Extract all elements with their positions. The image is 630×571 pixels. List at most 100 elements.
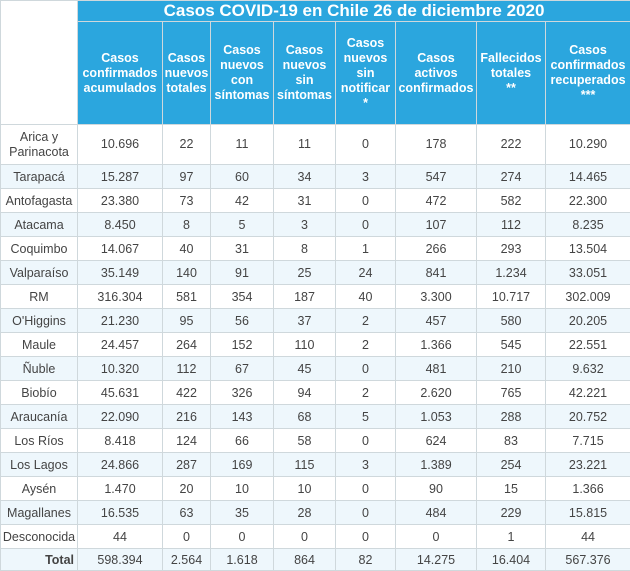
value-cell: 25: [273, 260, 336, 285]
value-cell: 68: [273, 404, 336, 429]
value-cell: 143: [210, 404, 274, 429]
value-cell: 56: [210, 308, 274, 333]
value-cell: 11: [210, 124, 274, 165]
value-cell: 3: [273, 212, 336, 237]
value-cell: 42: [210, 188, 274, 213]
value-cell: 112: [162, 356, 211, 381]
value-cell: 266: [395, 236, 477, 261]
value-cell: 0: [335, 212, 396, 237]
value-cell: 0: [335, 428, 396, 453]
table-row: Araucanía 22.090 216 143 68 5 1.053 288 20.752: [0, 404, 630, 429]
value-cell: 326: [210, 380, 274, 405]
region-cell: O'Higgins: [0, 308, 78, 333]
region-cell: Los Ríos: [0, 428, 78, 453]
column-header: Casos nuevos totales: [162, 21, 211, 125]
value-cell: 624: [395, 428, 477, 453]
column-header: Casos confirmados recuperados ***: [544, 21, 630, 125]
value-cell: 5: [335, 404, 396, 429]
table-row: Maule 24.457 264 152 110 2 1.366 545 22.551: [0, 332, 630, 357]
value-cell: 24: [335, 260, 396, 285]
total-cell: 82: [335, 548, 396, 571]
value-cell: 23.221: [544, 452, 630, 477]
value-cell: 254: [476, 452, 546, 477]
region-cell: Los Lagos: [0, 452, 78, 477]
table-row: Biobío 45.631 422 326 94 2 2.620 765 42.221: [0, 380, 630, 405]
value-cell: 841: [395, 260, 477, 285]
value-cell: 44: [77, 524, 163, 549]
value-cell: 20.752: [544, 404, 630, 429]
value-cell: 484: [395, 500, 477, 525]
value-cell: 67: [210, 356, 274, 381]
region-cell: Ñuble: [0, 356, 78, 381]
value-cell: 10.320: [77, 356, 163, 381]
value-cell: 457: [395, 308, 477, 333]
region-cell: Valparaíso: [0, 260, 78, 285]
value-cell: 0: [335, 356, 396, 381]
value-cell: 10: [210, 476, 274, 501]
value-cell: 0: [335, 524, 396, 549]
value-cell: 22.300: [544, 188, 630, 213]
value-cell: 10.717: [476, 284, 546, 309]
total-cell: 14.275: [395, 548, 477, 571]
value-cell: 31: [273, 188, 336, 213]
value-cell: 1.470: [77, 476, 163, 501]
region-cell: Biobío: [0, 380, 78, 405]
region-cell: Maule: [0, 332, 78, 357]
table-row: Aysén 1.470 20 10 10 0 90 15 1.366: [0, 476, 630, 501]
value-cell: 34: [273, 164, 336, 189]
value-cell: 33.051: [544, 260, 630, 285]
value-cell: 288: [476, 404, 546, 429]
total-cell: 598.394: [77, 548, 163, 571]
value-cell: 66: [210, 428, 274, 453]
value-cell: 15: [476, 476, 546, 501]
table-row: Ñuble 10.320 112 67 45 0 481 210 9.632: [0, 356, 630, 381]
value-cell: 140: [162, 260, 211, 285]
value-cell: 187: [273, 284, 336, 309]
value-cell: 24.457: [77, 332, 163, 357]
table-row: Antofagasta 23.380 73 42 31 0 472 582 22.300: [0, 188, 630, 213]
column-header: Casos nuevos con síntomas: [210, 21, 274, 125]
value-cell: 169: [210, 452, 274, 477]
value-cell: 545: [476, 332, 546, 357]
value-cell: 0: [395, 524, 477, 549]
value-cell: 2.620: [395, 380, 477, 405]
table-row: O'Higgins 21.230 95 56 37 2 457 580 20.205: [0, 308, 630, 333]
value-cell: 0: [335, 476, 396, 501]
table-row: Los Ríos 8.418 124 66 58 0 624 83 7.715: [0, 428, 630, 453]
value-cell: 293: [476, 236, 546, 261]
value-cell: 94: [273, 380, 336, 405]
value-cell: 8.450: [77, 212, 163, 237]
table-row: Atacama 8.450 8 5 3 0 107 112 8.235: [0, 212, 630, 237]
value-cell: 481: [395, 356, 477, 381]
value-cell: 83: [476, 428, 546, 453]
value-cell: 580: [476, 308, 546, 333]
value-cell: 90: [395, 476, 477, 501]
value-cell: 222: [476, 124, 546, 165]
value-cell: 9.632: [544, 356, 630, 381]
value-cell: 0: [273, 524, 336, 549]
value-cell: 14.067: [77, 236, 163, 261]
region-cell: Magallanes: [0, 500, 78, 525]
value-cell: 11: [273, 124, 336, 165]
value-cell: 97: [162, 164, 211, 189]
value-cell: 3: [335, 452, 396, 477]
value-cell: 45: [273, 356, 336, 381]
region-cell: RM: [0, 284, 78, 309]
table-row: Desconocida 44 0 0 0 0 0 1 44: [0, 524, 630, 549]
table-row: Magallanes 16.535 63 35 28 0 484 229 15.815: [0, 500, 630, 525]
value-cell: 178: [395, 124, 477, 165]
table-row: Coquimbo 14.067 40 31 8 1 266 293 13.504: [0, 236, 630, 261]
value-cell: 1.053: [395, 404, 477, 429]
value-cell: 107: [395, 212, 477, 237]
value-cell: 24.866: [77, 452, 163, 477]
value-cell: 1.234: [476, 260, 546, 285]
total-cell: 864: [273, 548, 336, 571]
value-cell: 73: [162, 188, 211, 213]
header-row: Casos confirmados acumulados Casos nuevos…: [1, 21, 630, 125]
value-cell: 58: [273, 428, 336, 453]
value-cell: 35.149: [77, 260, 163, 285]
column-header: Casos confirmados acumulados: [77, 21, 163, 125]
value-cell: 0: [335, 500, 396, 525]
value-cell: 472: [395, 188, 477, 213]
value-cell: 2: [335, 332, 396, 357]
